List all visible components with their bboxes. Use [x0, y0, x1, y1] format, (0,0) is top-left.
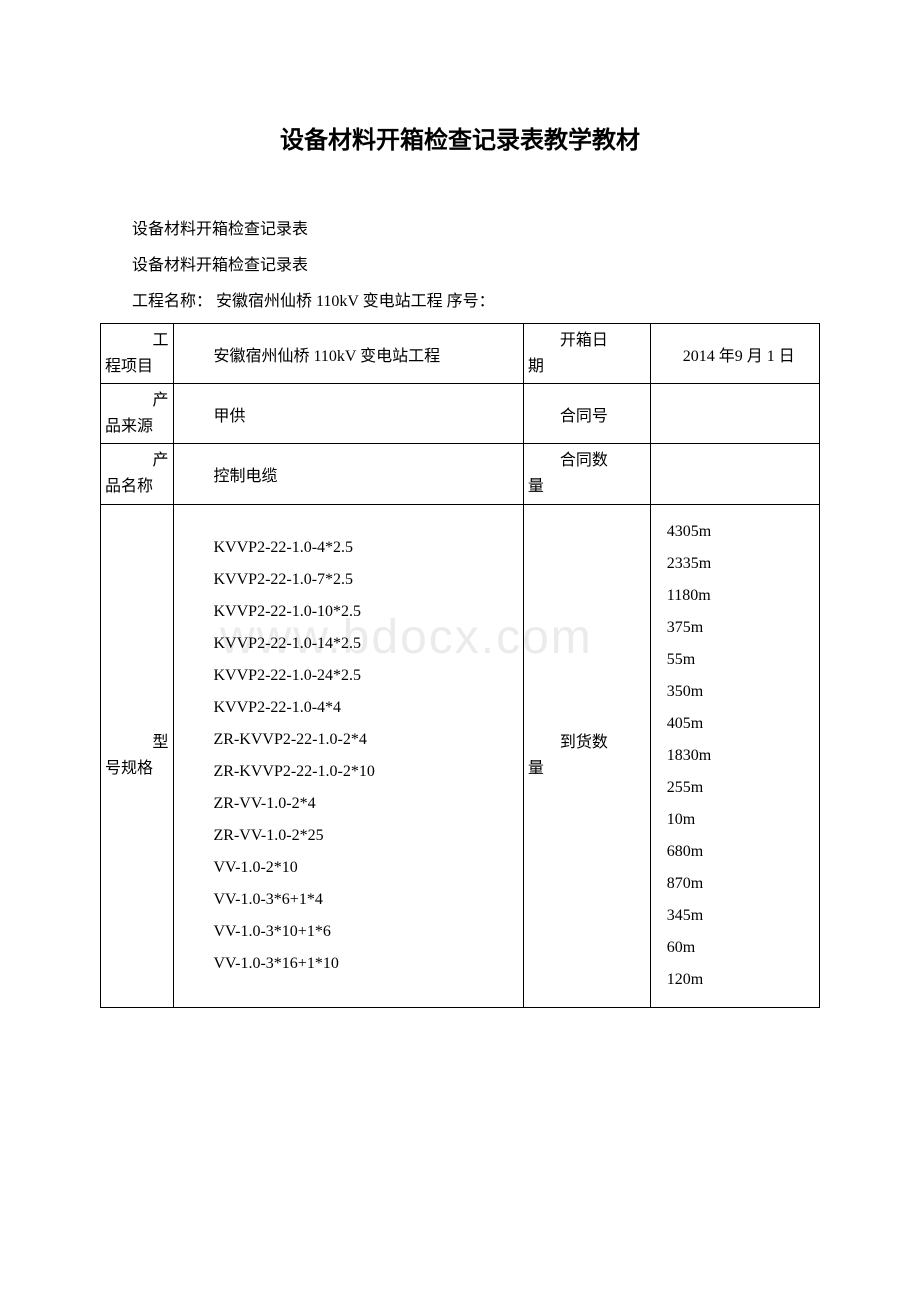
- spec-item: ZR-KVVP2-22-1.0-2*10: [214, 763, 515, 781]
- quantity-item: 345m: [667, 907, 811, 925]
- spec-item: ZR-VV-1.0-2*4: [214, 795, 515, 813]
- mid-label-cell: 合同数 量: [523, 444, 650, 504]
- label-cell: 型 号规格: [101, 504, 174, 1007]
- spec-item: ZR-VV-1.0-2*25: [214, 827, 515, 845]
- spec-item: KVVP2-22-1.0-24*2.5: [214, 667, 515, 685]
- document-title: 设备材料开箱检查记录表教学教材: [100, 120, 820, 155]
- quantity-item: 680m: [667, 843, 811, 861]
- label-cell: 产 品来源: [101, 384, 174, 444]
- quantity-item: 4305m: [667, 523, 811, 541]
- quantities-cell: 4305m 2335m 1180m 375m 55m 350m 405m 1830m 255m 1…: [650, 504, 819, 1007]
- table-row: 产 品来源 甲供 合同号: [101, 384, 820, 444]
- specs-cell: KVVP2-22-1.0-4*2.5 KVVP2-22-1.0-7*2.5 KVVP…: [173, 504, 523, 1007]
- project-line: 工程名称： 安徽宿州仙桥 110kV 变电站工程 序号：: [100, 287, 820, 311]
- spec-item: KVVP2-22-1.0-4*4: [214, 699, 515, 717]
- subtitle-2: 设备材料开箱检查记录表: [100, 251, 820, 275]
- spec-item: VV-1.0-3*10+1*6: [214, 923, 515, 941]
- label-cell: 工 程项目: [101, 324, 174, 384]
- spec-item: KVVP2-22-1.0-7*2.5: [214, 571, 515, 589]
- spec-item: KVVP2-22-1.0-10*2.5: [214, 603, 515, 621]
- quantity-item: 120m: [667, 971, 811, 989]
- empty-cell: [650, 384, 819, 444]
- label-cell: 产 品名称: [101, 444, 174, 504]
- quantity-item: 1830m: [667, 747, 811, 765]
- empty-cell: [650, 444, 819, 504]
- quantity-item: 2335m: [667, 555, 811, 573]
- spec-item: KVVP2-22-1.0-4*2.5: [214, 539, 515, 557]
- spec-item: VV-1.0-3*6+1*4: [214, 891, 515, 909]
- table-row: 工 程项目 安徽宿州仙桥 110kV 变电站工程 开箱日 期 2014 年9 月…: [101, 324, 820, 384]
- quantity-item: 405m: [667, 715, 811, 733]
- quantity-item: 1180m: [667, 587, 811, 605]
- quantity-item: 870m: [667, 875, 811, 893]
- date-cell: 2014 年9 月 1 日: [650, 324, 819, 384]
- quantity-item: 255m: [667, 779, 811, 797]
- spec-item: KVVP2-22-1.0-14*2.5: [214, 635, 515, 653]
- value-cell: 控制电缆: [173, 444, 523, 504]
- mid-label-cell: 到货数 量: [523, 504, 650, 1007]
- quantity-item: 55m: [667, 651, 811, 669]
- spec-item: ZR-KVVP2-22-1.0-2*4: [214, 731, 515, 749]
- quantity-item: 10m: [667, 811, 811, 829]
- quantity-item: 60m: [667, 939, 811, 957]
- value-cell: 甲供: [173, 384, 523, 444]
- spec-item: VV-1.0-2*10: [214, 859, 515, 877]
- mid-label-cell: 开箱日 期: [523, 324, 650, 384]
- mid-label-cell: 合同号: [523, 384, 650, 444]
- quantity-item: 375m: [667, 619, 811, 637]
- table-row: 产 品名称 控制电缆 合同数 量: [101, 444, 820, 504]
- inspection-table: 工 程项目 安徽宿州仙桥 110kV 变电站工程 开箱日 期 2014 年9 月…: [100, 323, 820, 1008]
- quantity-item: 350m: [667, 683, 811, 701]
- spec-item: VV-1.0-3*16+1*10: [214, 955, 515, 973]
- value-cell: 安徽宿州仙桥 110kV 变电站工程: [173, 324, 523, 384]
- subtitle-1: 设备材料开箱检查记录表: [100, 215, 820, 239]
- table-row: 型 号规格 KVVP2-22-1.0-4*2.5 KVVP2-22-1.0-7*2…: [101, 504, 820, 1007]
